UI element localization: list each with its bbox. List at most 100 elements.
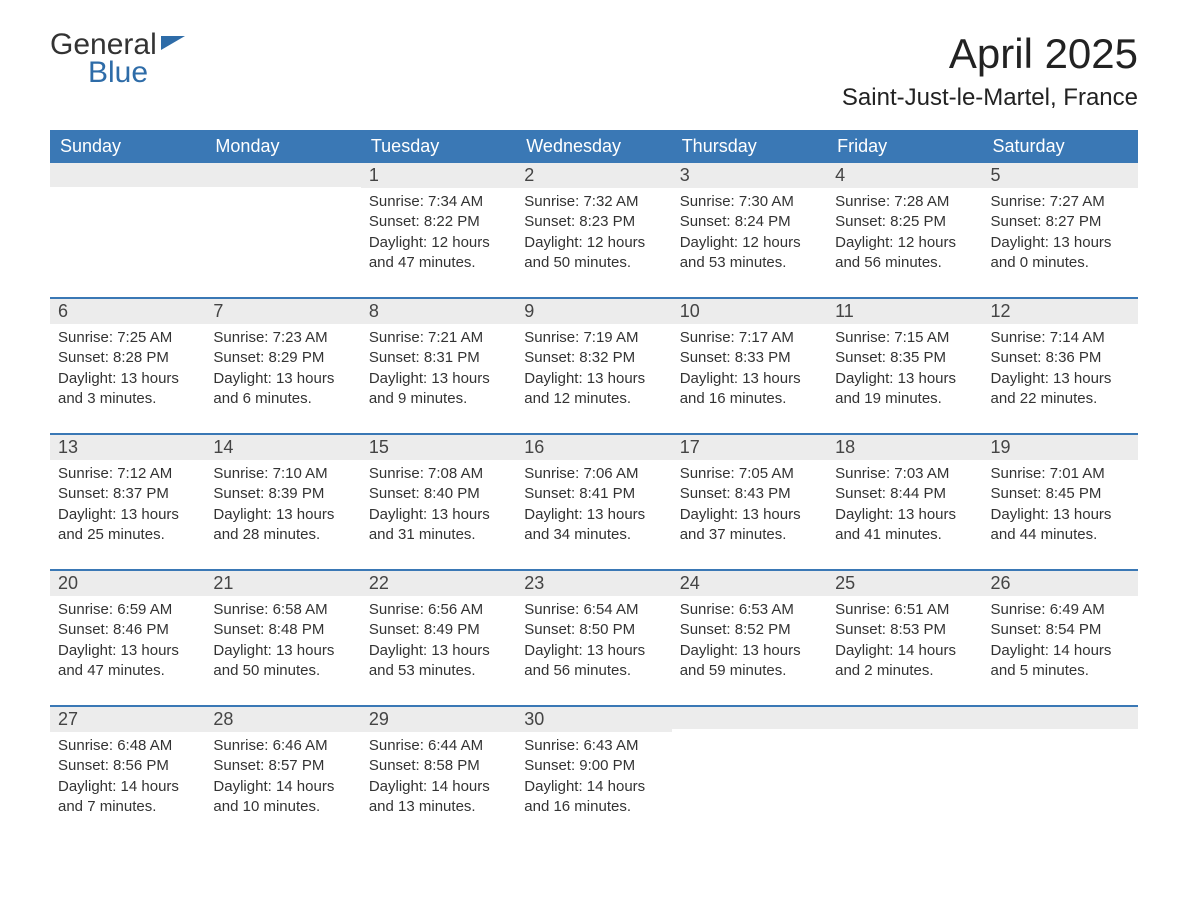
calendar-cell: 25Sunrise: 6:51 AMSunset: 8:53 PMDayligh… bbox=[827, 569, 982, 705]
day-line: Sunset: 8:25 PM bbox=[835, 212, 974, 232]
day-line: Sunset: 8:50 PM bbox=[524, 620, 663, 640]
day-body bbox=[205, 187, 360, 277]
day-number bbox=[983, 705, 1138, 729]
calendar-cell: 10Sunrise: 7:17 AMSunset: 8:33 PMDayligh… bbox=[672, 297, 827, 433]
day-number: 4 bbox=[827, 163, 982, 188]
day-line: Sunrise: 7:28 AM bbox=[835, 192, 974, 212]
day-line: Sunset: 8:28 PM bbox=[58, 348, 197, 368]
day-line: Daylight: 14 hours and 13 minutes. bbox=[369, 777, 508, 818]
day-line: Sunrise: 7:21 AM bbox=[369, 328, 508, 348]
calendar-cell: 27Sunrise: 6:48 AMSunset: 8:56 PMDayligh… bbox=[50, 705, 205, 841]
calendar-cell: 30Sunrise: 6:43 AMSunset: 9:00 PMDayligh… bbox=[516, 705, 671, 841]
day-line: Sunrise: 6:48 AM bbox=[58, 736, 197, 756]
day-line: Daylight: 13 hours and 12 minutes. bbox=[524, 369, 663, 410]
day-header: Sunday bbox=[50, 130, 205, 163]
calendar-thead: SundayMondayTuesdayWednesdayThursdayFrid… bbox=[50, 130, 1138, 163]
day-number: 29 bbox=[361, 705, 516, 732]
calendar-cell: 18Sunrise: 7:03 AMSunset: 8:44 PMDayligh… bbox=[827, 433, 982, 569]
day-line: Sunrise: 7:03 AM bbox=[835, 464, 974, 484]
day-line: Sunset: 8:54 PM bbox=[991, 620, 1130, 640]
day-number: 8 bbox=[361, 297, 516, 324]
day-line: Sunset: 8:49 PM bbox=[369, 620, 508, 640]
day-header: Thursday bbox=[672, 130, 827, 163]
day-line: Daylight: 13 hours and 16 minutes. bbox=[680, 369, 819, 410]
calendar-cell: 6Sunrise: 7:25 AMSunset: 8:28 PMDaylight… bbox=[50, 297, 205, 433]
day-body: Sunrise: 6:59 AMSunset: 8:46 PMDaylight:… bbox=[50, 596, 205, 705]
day-line: Daylight: 12 hours and 50 minutes. bbox=[524, 233, 663, 274]
day-number: 20 bbox=[50, 569, 205, 596]
day-line: Sunrise: 6:43 AM bbox=[524, 736, 663, 756]
day-body bbox=[50, 187, 205, 277]
day-line: Sunrise: 7:06 AM bbox=[524, 464, 663, 484]
day-line: Sunrise: 7:15 AM bbox=[835, 328, 974, 348]
day-body: Sunrise: 7:17 AMSunset: 8:33 PMDaylight:… bbox=[672, 324, 827, 433]
day-number bbox=[205, 163, 360, 187]
day-number: 18 bbox=[827, 433, 982, 460]
day-number: 26 bbox=[983, 569, 1138, 596]
day-header: Tuesday bbox=[361, 130, 516, 163]
calendar-cell: 28Sunrise: 6:46 AMSunset: 8:57 PMDayligh… bbox=[205, 705, 360, 841]
day-body: Sunrise: 7:34 AMSunset: 8:22 PMDaylight:… bbox=[361, 188, 516, 297]
day-number: 27 bbox=[50, 705, 205, 732]
logo-mark-icon bbox=[161, 36, 185, 50]
calendar-table: SundayMondayTuesdayWednesdayThursdayFrid… bbox=[50, 130, 1138, 841]
day-line: Sunrise: 7:25 AM bbox=[58, 328, 197, 348]
day-line: Daylight: 14 hours and 5 minutes. bbox=[991, 641, 1130, 682]
day-line: Sunrise: 7:30 AM bbox=[680, 192, 819, 212]
calendar-cell bbox=[50, 163, 205, 297]
day-number: 9 bbox=[516, 297, 671, 324]
day-line: Daylight: 13 hours and 56 minutes. bbox=[524, 641, 663, 682]
day-number: 14 bbox=[205, 433, 360, 460]
calendar-cell: 4Sunrise: 7:28 AMSunset: 8:25 PMDaylight… bbox=[827, 163, 982, 297]
day-body: Sunrise: 7:10 AMSunset: 8:39 PMDaylight:… bbox=[205, 460, 360, 569]
calendar-cell: 26Sunrise: 6:49 AMSunset: 8:54 PMDayligh… bbox=[983, 569, 1138, 705]
day-line: Sunset: 8:33 PM bbox=[680, 348, 819, 368]
day-line: Sunrise: 7:19 AM bbox=[524, 328, 663, 348]
day-line: Daylight: 14 hours and 16 minutes. bbox=[524, 777, 663, 818]
day-line: Daylight: 13 hours and 44 minutes. bbox=[991, 505, 1130, 546]
day-line: Sunset: 8:29 PM bbox=[213, 348, 352, 368]
calendar-cell: 19Sunrise: 7:01 AMSunset: 8:45 PMDayligh… bbox=[983, 433, 1138, 569]
day-line: Sunset: 8:52 PM bbox=[680, 620, 819, 640]
day-body: Sunrise: 6:48 AMSunset: 8:56 PMDaylight:… bbox=[50, 732, 205, 841]
day-line: Sunrise: 6:46 AM bbox=[213, 736, 352, 756]
day-line: Sunset: 8:48 PM bbox=[213, 620, 352, 640]
day-body: Sunrise: 7:03 AMSunset: 8:44 PMDaylight:… bbox=[827, 460, 982, 569]
calendar-cell: 14Sunrise: 7:10 AMSunset: 8:39 PMDayligh… bbox=[205, 433, 360, 569]
month-title: April 2025 bbox=[842, 30, 1138, 78]
day-header: Monday bbox=[205, 130, 360, 163]
day-line: Daylight: 14 hours and 10 minutes. bbox=[213, 777, 352, 818]
day-line: Sunset: 8:40 PM bbox=[369, 484, 508, 504]
day-line: Daylight: 12 hours and 47 minutes. bbox=[369, 233, 508, 274]
day-body: Sunrise: 7:28 AMSunset: 8:25 PMDaylight:… bbox=[827, 188, 982, 297]
day-number: 11 bbox=[827, 297, 982, 324]
day-number: 21 bbox=[205, 569, 360, 596]
day-number: 28 bbox=[205, 705, 360, 732]
day-line: Sunrise: 7:10 AM bbox=[213, 464, 352, 484]
day-line: Sunrise: 6:53 AM bbox=[680, 600, 819, 620]
day-body: Sunrise: 6:44 AMSunset: 8:58 PMDaylight:… bbox=[361, 732, 516, 841]
logo-line1: General bbox=[50, 30, 185, 60]
day-number: 2 bbox=[516, 163, 671, 188]
day-body: Sunrise: 6:56 AMSunset: 8:49 PMDaylight:… bbox=[361, 596, 516, 705]
calendar-cell: 16Sunrise: 7:06 AMSunset: 8:41 PMDayligh… bbox=[516, 433, 671, 569]
day-line: Daylight: 13 hours and 25 minutes. bbox=[58, 505, 197, 546]
day-line: Sunset: 8:58 PM bbox=[369, 756, 508, 776]
day-body: Sunrise: 7:32 AMSunset: 8:23 PMDaylight:… bbox=[516, 188, 671, 297]
calendar-week: 1Sunrise: 7:34 AMSunset: 8:22 PMDaylight… bbox=[50, 163, 1138, 297]
day-number: 30 bbox=[516, 705, 671, 732]
day-line: Daylight: 14 hours and 7 minutes. bbox=[58, 777, 197, 818]
calendar-cell bbox=[983, 705, 1138, 841]
day-number: 5 bbox=[983, 163, 1138, 188]
calendar-cell: 24Sunrise: 6:53 AMSunset: 8:52 PMDayligh… bbox=[672, 569, 827, 705]
day-line: Daylight: 12 hours and 53 minutes. bbox=[680, 233, 819, 274]
calendar-cell: 3Sunrise: 7:30 AMSunset: 8:24 PMDaylight… bbox=[672, 163, 827, 297]
calendar-cell: 21Sunrise: 6:58 AMSunset: 8:48 PMDayligh… bbox=[205, 569, 360, 705]
day-line: Sunset: 8:53 PM bbox=[835, 620, 974, 640]
day-line: Sunset: 8:45 PM bbox=[991, 484, 1130, 504]
day-line: Sunset: 8:27 PM bbox=[991, 212, 1130, 232]
day-line: Sunrise: 7:32 AM bbox=[524, 192, 663, 212]
day-body: Sunrise: 6:54 AMSunset: 8:50 PMDaylight:… bbox=[516, 596, 671, 705]
day-line: Sunset: 8:44 PM bbox=[835, 484, 974, 504]
day-line: Sunrise: 6:56 AM bbox=[369, 600, 508, 620]
